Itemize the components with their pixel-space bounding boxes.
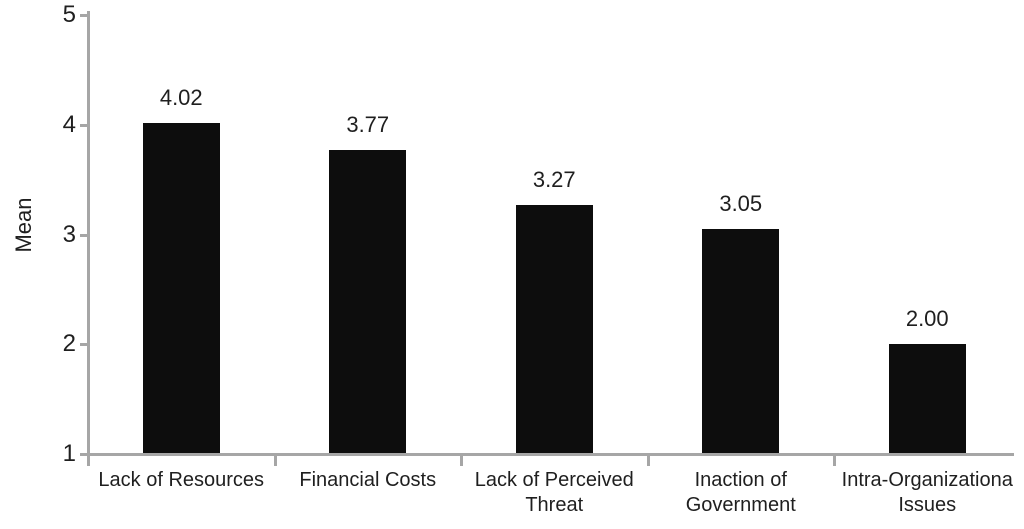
bar-value-label: 3.05 [719, 191, 763, 216]
bar [515, 204, 593, 453]
category-label: Lack of Perceived Threat [461, 468, 648, 518]
y-axis-line [87, 11, 90, 456]
category-label: Inaction of Government [648, 468, 835, 518]
bar-value-label: 3.27 [532, 166, 576, 192]
y-tick-label: 1 [62, 440, 76, 467]
category-label: Lack of Resources [88, 468, 275, 493]
x-tick-mark [646, 456, 650, 466]
bar [329, 149, 407, 453]
bar [702, 229, 780, 453]
category-label-line: Financial Costs [299, 469, 437, 491]
y-tick-mark [80, 123, 88, 127]
y-tick-label: 4 [62, 110, 76, 138]
y-tick-mark [80, 233, 88, 237]
bar-value-label: 4.02 [159, 84, 203, 110]
x-tick-mark [273, 456, 277, 466]
x-axis-line [87, 453, 1014, 456]
category-label-line: Lack of Perceived [474, 469, 634, 491]
category-label-line: Issues [898, 494, 957, 516]
category-label-line: Threat [525, 494, 584, 516]
y-tick-label: 5 [62, 1, 76, 28]
y-tick-mark [80, 343, 88, 347]
x-tick-mark [833, 456, 836, 466]
category-label: Financial Costs [275, 468, 462, 493]
category-label-line: Lack of Resources [98, 469, 265, 491]
bar [142, 122, 220, 453]
y-tick-label: 3 [62, 220, 76, 248]
category-label-line: Intra-Organizationa [841, 469, 1013, 491]
category-label: Intra-Organizationa Issues [834, 468, 1021, 518]
x-tick-mark [460, 456, 463, 466]
bar [888, 344, 966, 453]
category-label-line: Inaction of [694, 469, 787, 491]
x-tick-mark [87, 456, 90, 466]
bar-value-label: 3.77 [346, 111, 390, 137]
y-tick-label: 2 [62, 330, 76, 358]
category-label-line: Government [685, 494, 796, 516]
bar-value-label: 2.00 [905, 306, 949, 332]
y-tick-mark [80, 453, 88, 456]
y-tick-mark [80, 14, 88, 17]
